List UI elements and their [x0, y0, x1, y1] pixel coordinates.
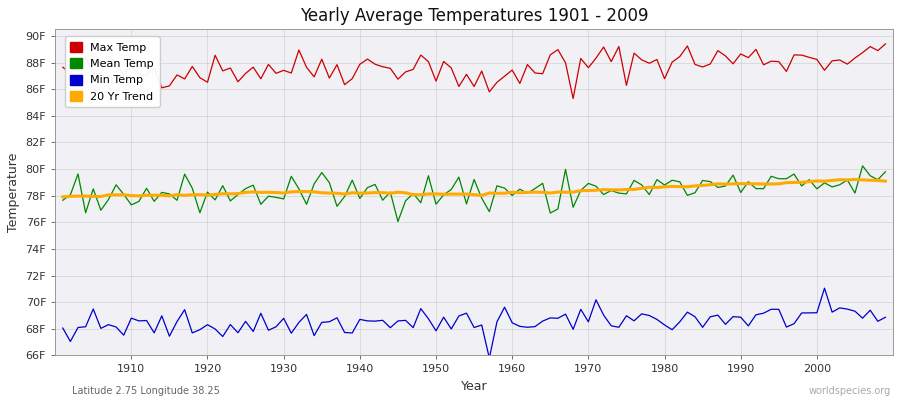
- X-axis label: Year: Year: [461, 380, 488, 393]
- Text: Latitude 2.75 Longitude 38.25: Latitude 2.75 Longitude 38.25: [72, 386, 220, 396]
- Title: Yearly Average Temperatures 1901 - 2009: Yearly Average Temperatures 1901 - 2009: [300, 7, 648, 25]
- Text: worldspecies.org: worldspecies.org: [809, 386, 891, 396]
- Y-axis label: Temperature: Temperature: [7, 153, 20, 232]
- Legend: Max Temp, Mean Temp, Min Temp, 20 Yr Trend: Max Temp, Mean Temp, Min Temp, 20 Yr Tre…: [65, 36, 159, 107]
